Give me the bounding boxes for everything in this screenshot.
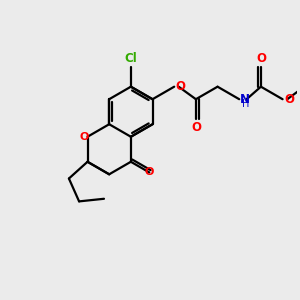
Text: O: O xyxy=(256,52,266,65)
Text: N: N xyxy=(240,93,250,106)
Text: O: O xyxy=(79,132,89,142)
Text: Cl: Cl xyxy=(124,52,137,65)
Text: O: O xyxy=(284,93,294,106)
Text: O: O xyxy=(145,167,154,177)
Text: H: H xyxy=(242,99,249,109)
Text: O: O xyxy=(191,121,201,134)
Text: O: O xyxy=(176,80,186,93)
